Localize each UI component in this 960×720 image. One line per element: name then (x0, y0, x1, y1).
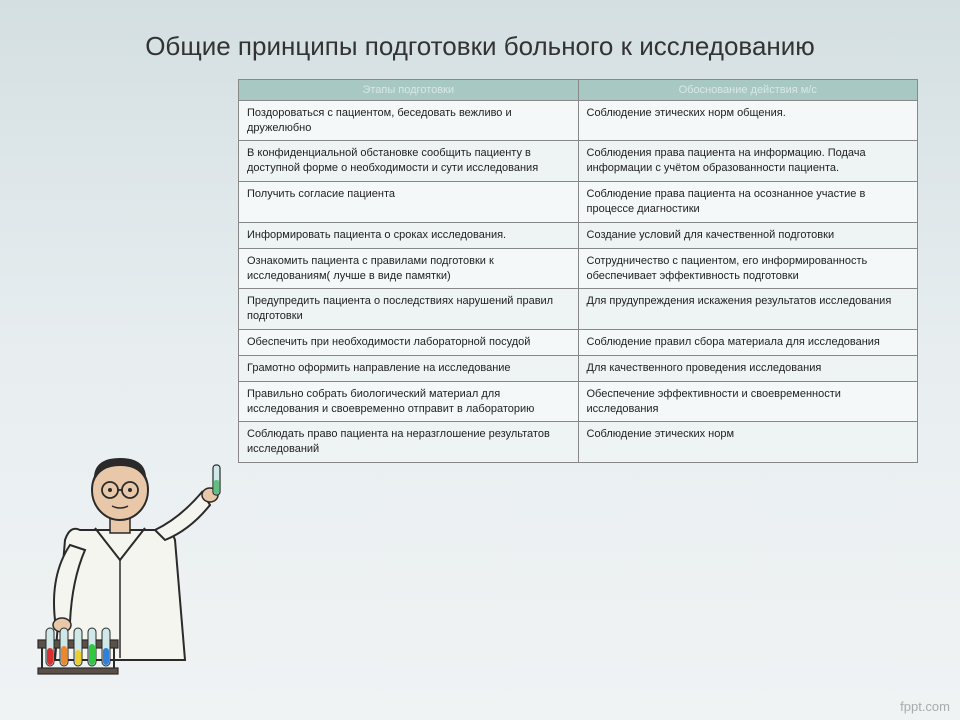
cell-rationale: Создание условий для качественной подгот… (578, 222, 918, 248)
principles-table: Этапы подготовки Обоснование действия м/… (238, 79, 918, 463)
cell-stage: Получить согласие пациента (239, 182, 579, 223)
cell-rationale: Соблюдение правил сбора материала для ис… (578, 330, 918, 356)
table-row: Поздороваться с пациентом, беседовать ве… (239, 100, 918, 141)
cell-rationale: Соблюдения права пациента на информацию.… (578, 141, 918, 182)
principles-table-container: Этапы подготовки Обоснование действия м/… (238, 79, 918, 463)
cell-rationale: Соблюдение этических норм (578, 422, 918, 463)
table-row: Грамотно оформить направление на исследо… (239, 355, 918, 381)
table-row: Правильно собрать биологический материал… (239, 381, 918, 422)
cell-stage: Информировать пациента о сроках исследов… (239, 222, 579, 248)
cell-rationale: Сотрудничество с пациентом, его информир… (578, 248, 918, 289)
cell-stage: В конфиденциальной обстановке сообщить п… (239, 141, 579, 182)
cell-rationale: Соблюдение права пациента на осознанное … (578, 182, 918, 223)
cell-rationale: Соблюдение этических норм общения. (578, 100, 918, 141)
column-header-stages: Этапы подготовки (239, 79, 579, 100)
cell-stage: Поздороваться с пациентом, беседовать ве… (239, 100, 579, 141)
column-header-rationale: Обоснование действия м/с (578, 79, 918, 100)
cell-rationale: Для прудупреждения искажения результатов… (578, 289, 918, 330)
watermark: fppt.com (900, 699, 950, 714)
cell-rationale: Для качественного проведения исследовани… (578, 355, 918, 381)
cell-stage: Правильно собрать биологический материал… (239, 381, 579, 422)
page-title: Общие принципы подготовки больного к исс… (0, 0, 960, 79)
table-row: Обеспечить при необходимости лабораторно… (239, 330, 918, 356)
cell-rationale: Обеспечение эффективности и своевременно… (578, 381, 918, 422)
table-row: Соблюдать право пациента на неразглошени… (239, 422, 918, 463)
table-row: Получить согласие пациентаСоблюдение пра… (239, 182, 918, 223)
test-tube-rack-icon (38, 628, 118, 674)
cell-stage: Соблюдать право пациента на неразглошени… (239, 422, 579, 463)
table-row: В конфиденциальной обстановке сообщить п… (239, 141, 918, 182)
lab-scientist-icon (10, 410, 240, 680)
cell-stage: Обеспечить при необходимости лабораторно… (239, 330, 579, 356)
cell-stage: Предупредить пациента о последствиях нар… (239, 289, 579, 330)
scientist-illustration (10, 410, 240, 680)
table-row: Ознакомить пациента с правилами подготов… (239, 248, 918, 289)
table-row: Предупредить пациента о последствиях нар… (239, 289, 918, 330)
table-body: Поздороваться с пациентом, беседовать ве… (239, 100, 918, 462)
table-row: Информировать пациента о сроках исследов… (239, 222, 918, 248)
cell-stage: Ознакомить пациента с правилами подготов… (239, 248, 579, 289)
cell-stage: Грамотно оформить направление на исследо… (239, 355, 579, 381)
